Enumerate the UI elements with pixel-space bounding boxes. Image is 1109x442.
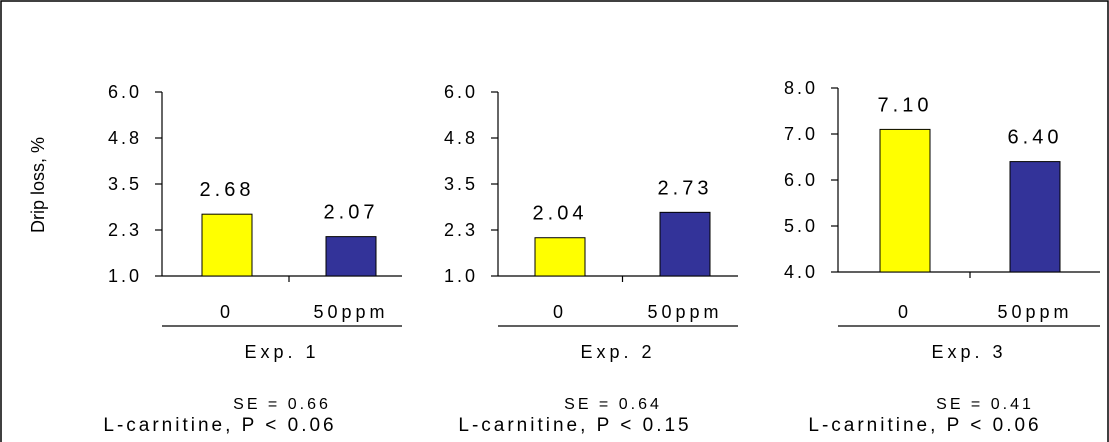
- bar-0: [879, 128, 931, 273]
- stat-label: L-carnitine, P < 0.06: [808, 415, 1041, 436]
- experiment-label: Exp. 1: [244, 342, 319, 362]
- stat-label: L-carnitine, P < 0.15: [458, 415, 691, 436]
- y-tick-label: 4.8: [444, 128, 478, 148]
- data-label: 6.40: [1008, 127, 1063, 149]
- y-tick-label: 2.3: [444, 220, 478, 240]
- y-tick-label: 3.5: [108, 174, 142, 194]
- chart-panel-1: 1.0 2.3 3.5 4.8 6.0 2.68 0 2.07 50ppm Exp. 1 SE = …: [103, 82, 402, 436]
- bar-50ppm: [325, 236, 377, 277]
- y-tick-label: 2.3: [108, 220, 142, 240]
- y-tick-label: 4.8: [108, 128, 142, 148]
- data-label: 2.04: [533, 203, 588, 225]
- data-label: 2.73: [658, 177, 713, 199]
- y-axis-label: Drip loss, %: [28, 137, 48, 233]
- se-label: SE = 0.64: [564, 396, 662, 413]
- experiment-label: Exp. 3: [931, 342, 1006, 362]
- bar-50ppm: [1009, 161, 1061, 273]
- category-label: 0: [220, 302, 234, 322]
- bar-0: [201, 213, 253, 277]
- se-label: SE = 0.41: [936, 396, 1034, 413]
- y-tick-label: 3.5: [444, 174, 478, 194]
- stat-label: L-carnitine, P < 0.06: [103, 415, 336, 436]
- category-label: 50ppm: [997, 302, 1072, 322]
- category-label: 50ppm: [647, 302, 722, 322]
- bar-0: [534, 237, 586, 277]
- y-tick-label: 6.0: [444, 82, 478, 102]
- y-tick-label: 4.0: [784, 262, 818, 282]
- chart-panel-2: 1.0 2.3 3.5 4.8 6.0 2.04 0 2.73 50ppm Exp. 2 SE = …: [444, 82, 738, 436]
- experiment-label: Exp. 2: [580, 342, 655, 362]
- category-label: 50ppm: [313, 302, 388, 322]
- y-tick-label: 6.0: [108, 82, 142, 102]
- y-tick-label: 5.0: [784, 216, 818, 236]
- category-label: 0: [898, 302, 912, 322]
- data-label: 2.68: [200, 179, 255, 201]
- y-tick-label: 1.0: [444, 266, 478, 286]
- data-label: 7.10: [878, 94, 933, 116]
- y-tick-label: 1.0: [108, 266, 142, 286]
- data-label: 2.07: [324, 202, 379, 224]
- y-tick-label: 6.0: [784, 170, 818, 190]
- y-tick-label: 8.0: [784, 78, 818, 98]
- chart-panel-3: 4.0 5.0 6.0 7.0 8.0 7.10 0 6.40 50ppm Exp. 3 SE = …: [784, 78, 1100, 436]
- se-label: SE = 0.66: [233, 396, 331, 413]
- category-label: 0: [553, 302, 567, 322]
- y-tick-label: 7.0: [784, 124, 818, 144]
- bar-50ppm: [659, 211, 711, 277]
